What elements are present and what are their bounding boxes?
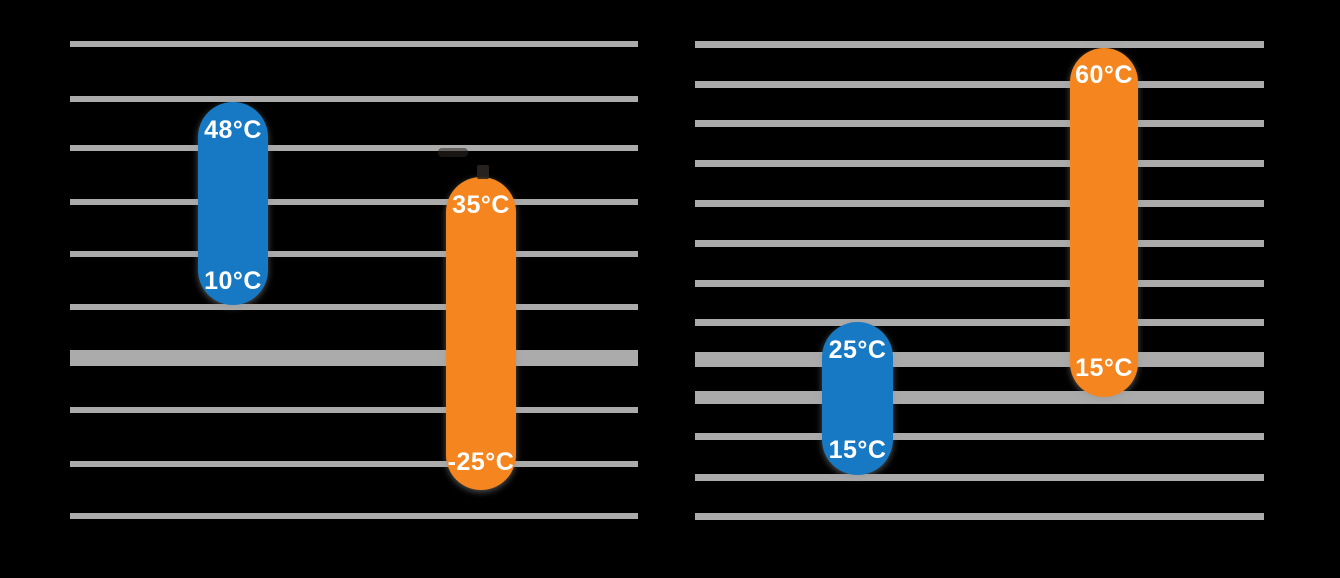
gridline (70, 145, 638, 151)
gridline (70, 350, 638, 366)
gridline (695, 512, 1264, 520)
high-temperature-label: 60°C (1075, 61, 1133, 89)
left-orange-range-bar: 35°C -25°C (446, 177, 516, 490)
gridline (70, 513, 638, 519)
gridline (695, 351, 1264, 367)
gridline (695, 80, 1264, 88)
gridline (70, 41, 638, 47)
left-blue-range-bar: 48°C 10°C (198, 102, 268, 305)
right-orange-range-bar: 60°C 15°C (1070, 48, 1138, 397)
cursor-artifact-smudge (438, 148, 468, 157)
low-temperature-label: 10°C (204, 267, 262, 295)
right-blue-range-bar: 25°C 15°C (822, 322, 893, 475)
gridline (695, 473, 1264, 481)
cursor-artifact-notch (477, 165, 489, 179)
gridline (695, 40, 1264, 48)
high-temperature-label: 35°C (452, 191, 510, 219)
low-temperature-label: 15°C (828, 436, 887, 464)
gridline (70, 251, 638, 257)
gridline (695, 239, 1264, 247)
gridline (695, 318, 1264, 326)
gridline (70, 199, 638, 205)
gridline (695, 279, 1264, 287)
high-temperature-label: 48°C (204, 116, 262, 144)
gridline (695, 119, 1264, 127)
gridline (695, 199, 1264, 207)
gridline (70, 407, 638, 413)
low-temperature-label: 15°C (1075, 354, 1133, 382)
gridline (70, 461, 638, 467)
high-temperature-label: 25°C (828, 336, 887, 364)
gridline (70, 96, 638, 102)
gridline (695, 390, 1264, 404)
gridline (695, 432, 1264, 440)
gridline (695, 159, 1264, 167)
low-temperature-label: -25°C (447, 448, 515, 476)
gridline (70, 304, 638, 310)
